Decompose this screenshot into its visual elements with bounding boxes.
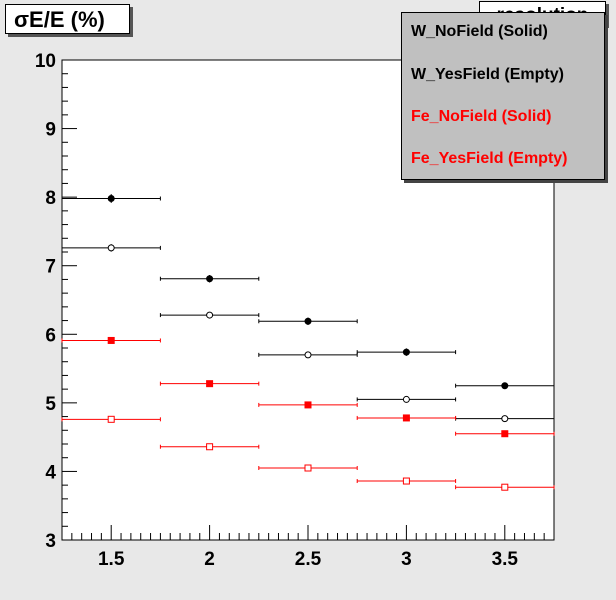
data-point [402, 348, 410, 356]
data-point [304, 317, 312, 325]
legend-entry-fe-yesfield: Fe_YesField (Empty) [411, 150, 568, 168]
y-tick-label: 8 [45, 188, 56, 209]
data-point [501, 483, 509, 491]
data-point [402, 395, 410, 403]
y-tick-label: 3 [45, 531, 56, 552]
data-point [107, 244, 115, 252]
x-tick-label: 1.5 [98, 549, 125, 570]
data-point [304, 351, 312, 359]
data-point [304, 401, 312, 409]
x-tick-label: 3 [401, 549, 412, 570]
data-point [501, 430, 509, 438]
data-point [501, 382, 509, 390]
x-tick-label: 2 [204, 549, 215, 570]
x-tick-label: 3.5 [492, 549, 519, 570]
data-point [206, 380, 214, 388]
data-point [206, 443, 214, 451]
data-point [304, 464, 312, 472]
data-point [402, 477, 410, 485]
y-tick-label: 6 [45, 325, 56, 346]
legend-entry-w-yesfield: W_YesField (Empty) [411, 66, 564, 84]
legend-label: W_YesField (Empty) [411, 66, 564, 83]
data-point [107, 195, 115, 203]
data-point [107, 415, 115, 423]
y-tick-label: 4 [45, 462, 56, 483]
legend-entry-w-nofield: W_NoField (Solid) [411, 23, 548, 41]
y-tick-label: 5 [45, 394, 56, 415]
data-point [402, 414, 410, 422]
y-tick-label: 9 [45, 120, 56, 141]
legend-label: Fe_YesField (Empty) [411, 150, 568, 167]
data-point [206, 275, 214, 283]
legend-label: Fe_NoField (Solid) [411, 108, 552, 125]
legend-entry-fe-nofield: Fe_NoField (Solid) [411, 108, 551, 126]
legend-label: W_NoField (Solid) [411, 23, 548, 40]
data-point [206, 311, 214, 319]
x-tick-label: 2.5 [295, 549, 322, 570]
y-axis-title: σE/E (%) [5, 4, 130, 34]
y-tick-label: 7 [45, 257, 56, 278]
legend: W_NoField (Solid) W_YesField (Empty) Fe_… [401, 12, 605, 180]
data-point [501, 415, 509, 423]
y-tick-label: 10 [35, 51, 56, 72]
data-point [107, 336, 115, 344]
